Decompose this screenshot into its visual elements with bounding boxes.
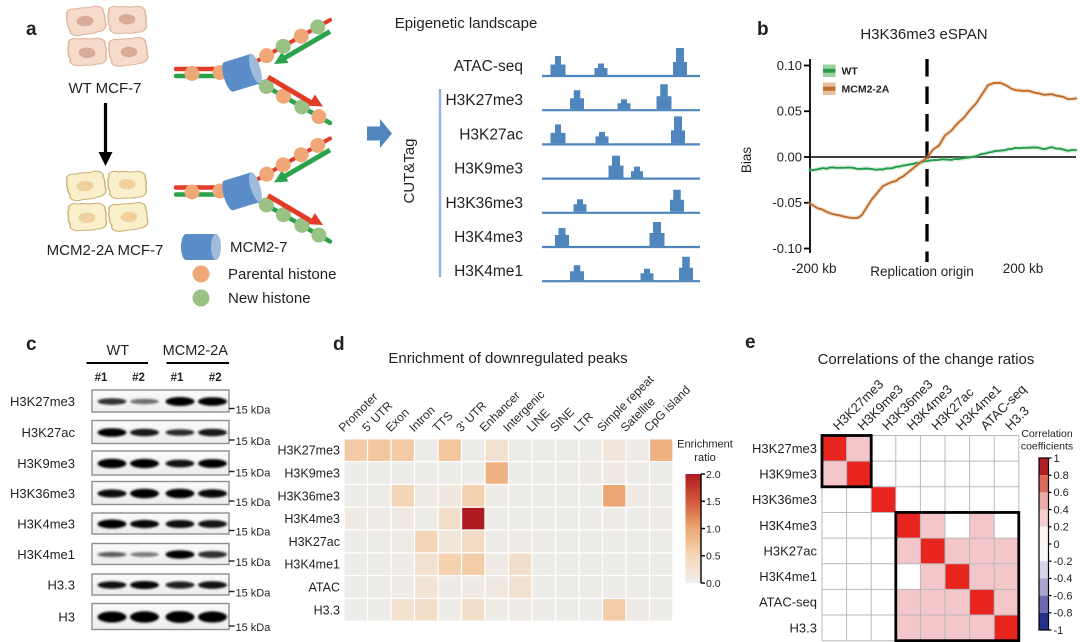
svg-text:0.05: 0.05 <box>777 104 802 119</box>
svg-text:ATAC: ATAC <box>309 581 340 595</box>
svg-text:New histone: New histone <box>228 290 311 307</box>
svg-text:200 kb: 200 kb <box>1003 261 1044 276</box>
svg-text:0.0: 0.0 <box>706 578 721 590</box>
svg-text:0.10: 0.10 <box>777 58 802 73</box>
svg-text:2.0: 2.0 <box>706 469 721 481</box>
svg-text:H3.3: H3.3 <box>314 603 340 617</box>
svg-text:H3K4me3: H3K4me3 <box>759 518 817 533</box>
svg-text:MCM2-7: MCM2-7 <box>230 239 288 256</box>
svg-text:-0.2: -0.2 <box>1054 556 1073 568</box>
svg-text:0.2: 0.2 <box>1054 522 1069 534</box>
svg-text:H3K4me1: H3K4me1 <box>454 263 523 280</box>
svg-text:H3K9me3: H3K9me3 <box>759 466 817 481</box>
svg-text:Bias: Bias <box>739 147 754 174</box>
svg-text:WT MCF-7: WT MCF-7 <box>68 80 141 97</box>
svg-text:H3K27ac: H3K27ac <box>764 543 818 558</box>
svg-text:c: c <box>26 334 37 355</box>
svg-text:H3.3: H3.3 <box>790 620 817 635</box>
svg-text:WT: WT <box>107 343 130 359</box>
svg-text:-200 kb: -200 kb <box>791 261 836 276</box>
svg-text:Enrichment: Enrichment <box>677 439 733 451</box>
svg-text:#1: #1 <box>95 372 108 384</box>
svg-text:Correlation: Correlation <box>1021 428 1073 440</box>
svg-text:0.6: 0.6 <box>1054 487 1069 499</box>
svg-text:-0.4: -0.4 <box>1054 573 1073 585</box>
svg-text:H3K36me3: H3K36me3 <box>752 492 817 507</box>
svg-text:MCM2-2A MCF-7: MCM2-2A MCF-7 <box>47 242 164 259</box>
svg-text:15 kDa: 15 kDa <box>236 588 272 600</box>
svg-text:Replication origin: Replication origin <box>870 264 974 279</box>
svg-text:-0.05: -0.05 <box>772 195 802 210</box>
svg-text:H3K4me3: H3K4me3 <box>284 512 340 526</box>
svg-text:0.00: 0.00 <box>777 149 802 164</box>
svg-text:15 kDa: 15 kDa <box>236 468 272 480</box>
svg-text:H3K36me3: H3K36me3 <box>277 489 340 503</box>
svg-text:H3K4me1: H3K4me1 <box>17 547 75 562</box>
svg-text:a: a <box>26 19 37 40</box>
svg-text:Epigenetic landscape: Epigenetic landscape <box>395 15 538 32</box>
svg-text:Parental histone: Parental histone <box>228 266 336 283</box>
svg-text:-1: -1 <box>1054 625 1064 637</box>
svg-text:0.5: 0.5 <box>706 551 721 563</box>
svg-text:d: d <box>333 334 345 355</box>
svg-text:#1: #1 <box>171 372 184 384</box>
svg-text:15 kDa: 15 kDa <box>236 557 272 569</box>
svg-text:H3K27ac: H3K27ac <box>289 535 340 549</box>
svg-text:H3K9me3: H3K9me3 <box>284 467 340 481</box>
svg-text:H3K9me3: H3K9me3 <box>17 456 75 471</box>
svg-text:15 kDa: 15 kDa <box>236 527 272 539</box>
svg-text:ATAC-seq: ATAC-seq <box>759 595 817 610</box>
svg-text:H3K27me3: H3K27me3 <box>445 92 523 109</box>
svg-text:MCM2-2A: MCM2-2A <box>842 84 890 96</box>
svg-text:H3K27me3: H3K27me3 <box>277 444 340 458</box>
svg-text:0.8: 0.8 <box>1054 470 1069 482</box>
svg-text:0: 0 <box>1054 539 1060 551</box>
svg-text:H3K36me3 eSPAN: H3K36me3 eSPAN <box>860 26 987 43</box>
svg-text:0.4: 0.4 <box>1054 504 1069 516</box>
svg-text:ratio: ratio <box>694 452 715 464</box>
svg-text:Intron: Intron <box>406 403 438 435</box>
svg-text:H3K9me3: H3K9me3 <box>454 161 523 178</box>
svg-text:-0.10: -0.10 <box>772 241 802 256</box>
svg-text:H3K27me3: H3K27me3 <box>10 394 75 409</box>
svg-text:H3K27me3: H3K27me3 <box>752 441 817 456</box>
svg-text:MCM2-2A: MCM2-2A <box>163 343 229 359</box>
svg-text:ATAC-seq: ATAC-seq <box>454 58 523 75</box>
svg-text:H3K4me1: H3K4me1 <box>759 569 817 584</box>
svg-text:-0.8: -0.8 <box>1054 608 1073 620</box>
svg-text:H3: H3 <box>58 610 75 625</box>
svg-text:CUT&Tag: CUT&Tag <box>401 138 418 203</box>
svg-text:H3K27ac: H3K27ac <box>459 126 523 143</box>
svg-text:1.0: 1.0 <box>706 523 721 535</box>
svg-text:H3K4me3: H3K4me3 <box>454 229 523 246</box>
svg-text:coefficients: coefficients <box>1021 441 1073 453</box>
svg-text:#2: #2 <box>209 372 222 384</box>
svg-text:-0.6: -0.6 <box>1054 590 1073 602</box>
svg-text:15 kDa: 15 kDa <box>236 436 272 448</box>
svg-text:15 kDa: 15 kDa <box>236 405 272 417</box>
svg-text:WT: WT <box>842 66 859 78</box>
svg-text:H3K36me3: H3K36me3 <box>10 486 75 501</box>
svg-text:15 kDa: 15 kDa <box>236 497 272 509</box>
svg-text:e: e <box>745 332 756 353</box>
svg-text:#2: #2 <box>132 372 145 384</box>
svg-text:H3K27ac: H3K27ac <box>22 425 76 440</box>
svg-text:H3.3: H3.3 <box>48 578 75 593</box>
svg-text:Correlations of the change rat: Correlations of the change ratios <box>818 351 1035 368</box>
svg-text:b: b <box>757 19 769 40</box>
svg-text:SINE: SINE <box>547 405 577 435</box>
svg-text:H3K36me3: H3K36me3 <box>445 195 523 212</box>
svg-text:H3K4me1: H3K4me1 <box>284 558 340 572</box>
svg-text:Enrichment of downregulated pe: Enrichment of downregulated peaks <box>388 350 627 367</box>
svg-text:15 kDa: 15 kDa <box>236 622 272 634</box>
svg-text:1.5: 1.5 <box>706 496 721 508</box>
svg-text:H3K4me3: H3K4me3 <box>17 517 75 532</box>
svg-text:1: 1 <box>1054 453 1060 465</box>
